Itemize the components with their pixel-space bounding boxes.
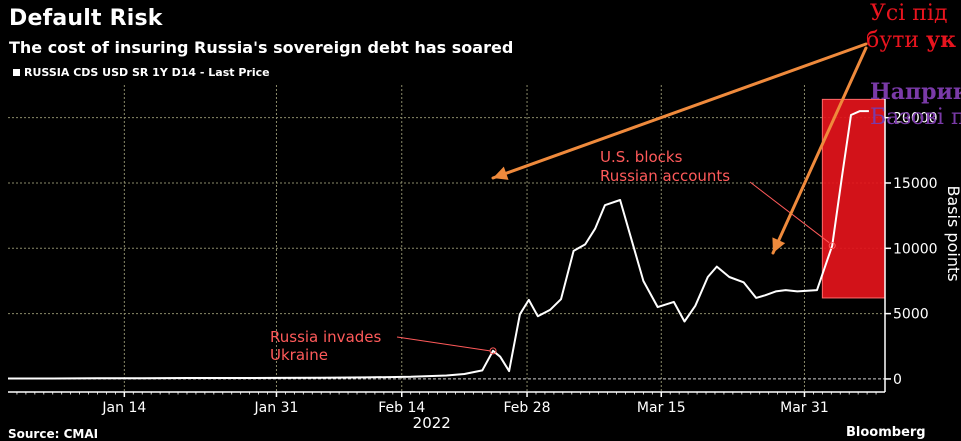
source-note: Source: CMAI [8,427,99,441]
annotation-invasion-marker [489,347,497,355]
y-tick-label-3: 15000 [893,176,938,192]
series-layer [8,110,869,380]
annotation-sanctions-text: Russian accounts [600,167,730,185]
x-tick-label-0: Jan 14 [101,400,146,416]
annotation-sanctions-leader [749,181,830,244]
overlay-arrow-down-head [772,237,786,253]
y-tick-label-1: 5000 [893,307,929,323]
legend: RUSSIA CDS USD SR 1Y D14 - Last Price [13,66,270,79]
series-line-0 [8,110,869,380]
tick-labels: 0 5000 10000 15000 20000 Jan 14 Jan 31 Feb 14 Fe… [16,111,938,416]
grid-lines [8,85,885,392]
overlay-red-line-2: бути ук [866,28,956,53]
bloomberg-logo: Bloomberg [846,425,926,440]
overlay-arrow-left-head [493,166,509,180]
y-tick-label-2: 10000 [893,241,938,257]
axes [8,85,886,393]
annotation-sanctions-text: U.S. blocks [600,148,683,166]
highlight-box [821,98,886,299]
year-label: 2022 [413,414,451,432]
y-tick-label-4: 20000 [893,111,938,127]
x-tick-label-5: Mar 31 [780,400,829,416]
x-tick-label-4: Mar 15 [637,400,686,416]
x-tick-label-1: Jan 31 [254,400,299,416]
overlay-red-line-2-plain: бути [866,28,927,53]
y-tick-label-0: 0 [893,372,902,388]
x-tick-label-2: Feb 14 [378,400,425,416]
overlay-red-line-1: Усі під [870,1,948,26]
annotation-invasion-text: Russia invades [270,328,382,346]
legend-swatch [13,69,20,76]
y-axis-label: Basis points [944,185,961,281]
chart-title: Default Risk [9,6,163,31]
legend-label: RUSSIA CDS USD SR 1Y D14 - Last Price [24,66,270,79]
x-tick-label-3: Feb 28 [504,400,551,416]
annotation-invasion-leader [396,336,491,352]
annotation-invasion-text: Ukraine [270,346,328,364]
overlay-arrow-left-shaft [491,42,868,180]
annotation-sanctions-marker [828,242,836,250]
overlay-red-line-2-bold: ук [926,27,957,53]
chart-subtitle: The cost of insuring Russia's sovereign … [9,38,514,57]
overlay-purple-line-2: Базові п [870,105,961,130]
overlay-purple-line-1: Наприк [870,79,961,105]
arrows-layer [491,42,868,255]
overlay-arrow-down-shaft [771,46,868,255]
